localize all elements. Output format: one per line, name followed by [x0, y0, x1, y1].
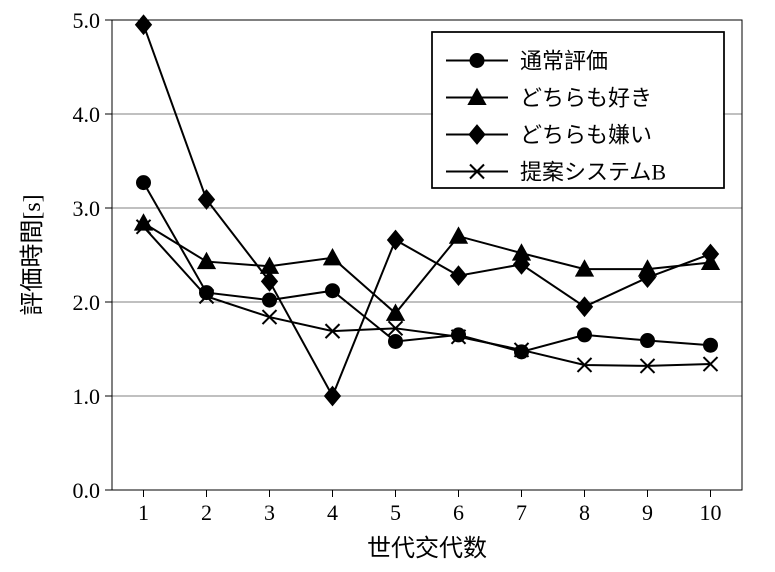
legend-label-both_dislike: どちらも嫌い: [520, 123, 652, 148]
legend-label-normal: 通常評価: [520, 49, 608, 74]
x-axis-label: 世代交代数: [367, 535, 487, 562]
y-tick-label: 0.0: [73, 478, 101, 503]
x-tick-label: 10: [700, 500, 722, 525]
x-tick-label: 6: [453, 500, 464, 525]
y-axis-label: 評価時間[s]: [19, 194, 46, 315]
legend-label-both_like: どちらも好き: [520, 86, 652, 111]
series-system_b: [137, 220, 718, 373]
x-tick-label: 7: [516, 500, 527, 525]
y-tick-label: 1.0: [73, 384, 101, 409]
y-tick-label: 3.0: [73, 196, 101, 221]
chart-svg: 0.0 1.0 2.0 3.0 4.0 5.0 1 2 3 4 5 6 7 8 9 10 世代交代数 評価時間[s…: [0, 0, 775, 572]
legend-label-system_b: 提案システムB: [520, 160, 666, 185]
series-both_like: [135, 214, 720, 320]
y-tick-label: 4.0: [73, 102, 101, 127]
x-tick-label: 4: [327, 500, 338, 525]
line-chart: 0.0 1.0 2.0 3.0 4.0 5.0 1 2 3 4 5 6 7 8 9 10 世代交代数 評価時間[s…: [0, 0, 775, 572]
x-tick-label: 8: [579, 500, 590, 525]
y-tick-label: 2.0: [73, 290, 101, 315]
x-tick-label: 2: [201, 500, 212, 525]
x-tick-label: 1: [138, 500, 149, 525]
x-tick-label: 5: [390, 500, 401, 525]
x-tick-label: 3: [264, 500, 275, 525]
series-normal: [137, 176, 718, 359]
x-tick-label: 9: [642, 500, 653, 525]
y-tick-label: 5.0: [73, 8, 101, 33]
